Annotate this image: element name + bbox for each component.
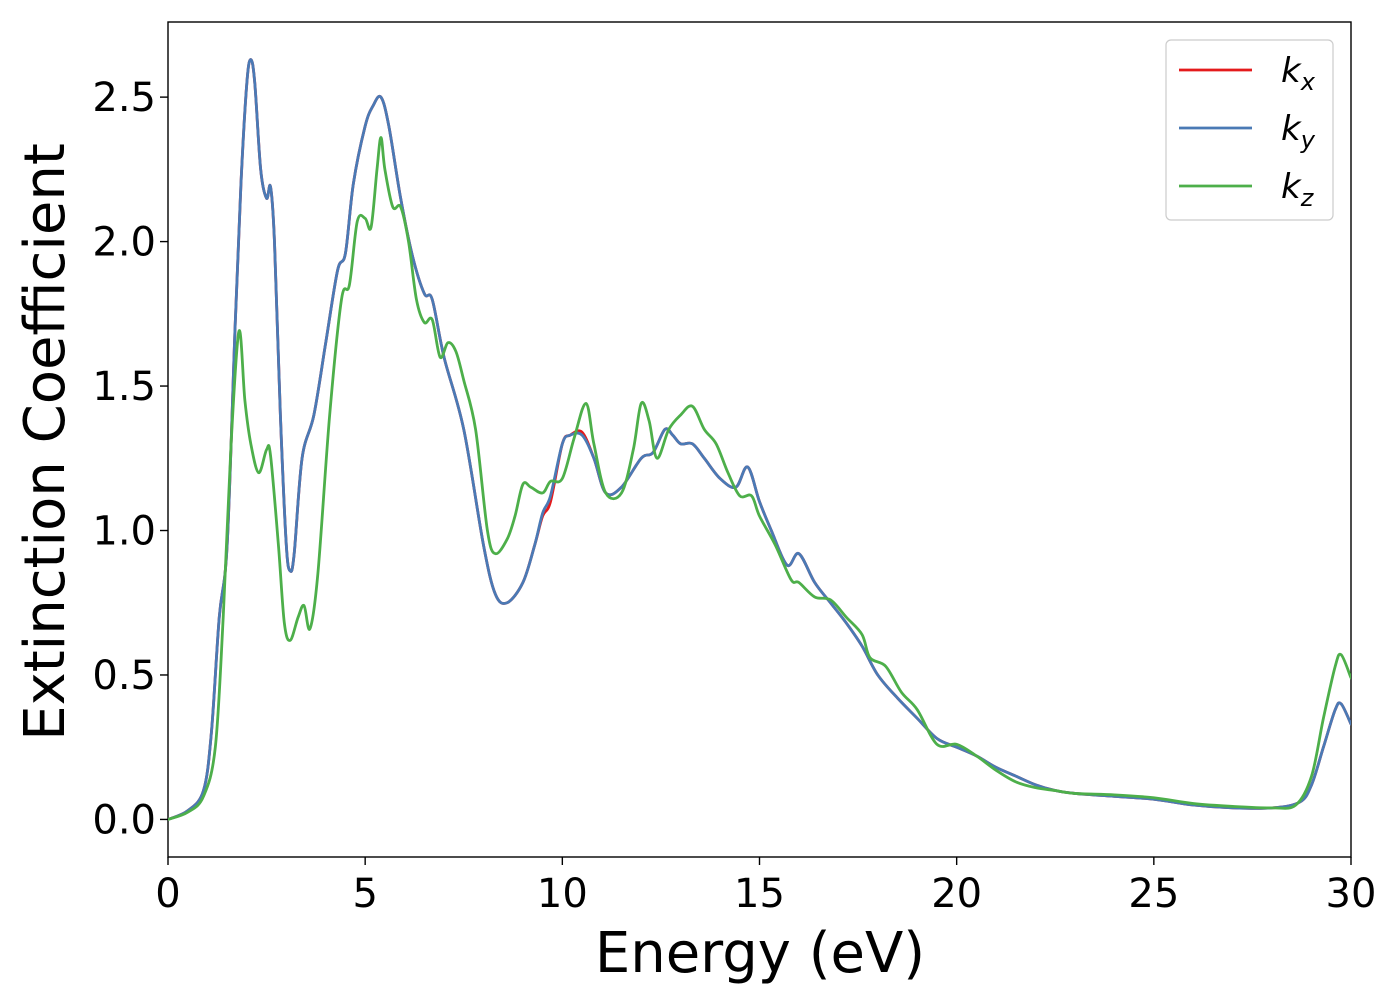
y-tick-label: 0.5 — [92, 653, 156, 699]
series-layer — [168, 58, 1351, 821]
plot-frame — [167, 21, 1352, 858]
legend-label-x: kx — [1281, 51, 1316, 96]
series-line-z — [168, 136, 1351, 821]
y-tick-label: 2.0 — [92, 220, 156, 266]
x-tick-label: 5 — [352, 871, 377, 917]
plot-area — [167, 21, 1352, 858]
y-axis-title: Extinction Coefficient — [13, 143, 78, 741]
x-tick-label: 10 — [537, 871, 588, 917]
x-tick-label: 15 — [734, 871, 785, 917]
x-axis-title: Energy (eV) — [595, 921, 925, 986]
legend: kx ky kz — [1165, 39, 1334, 221]
x-tick-label: 30 — [1326, 871, 1377, 917]
y-tick-label: 1.0 — [92, 509, 156, 555]
y-tick-label: 0.0 — [92, 797, 156, 843]
legend-label-y: ky — [1281, 109, 1316, 154]
x-tick-label: 0 — [155, 871, 180, 917]
legend-label-z: kz — [1281, 167, 1315, 212]
legend-box — [1165, 39, 1334, 221]
x-tick-label: 20 — [931, 871, 982, 917]
axis-layer: 0 5 10 15 20 25 30 0.0 0.5 1.0 1.5 2.0 2.5 — [92, 75, 1376, 917]
x-tick-label: 25 — [1128, 871, 1179, 917]
series-line-y — [168, 58, 1351, 821]
y-tick-label: 1.5 — [92, 364, 156, 410]
y-tick-label: 2.5 — [92, 75, 156, 121]
